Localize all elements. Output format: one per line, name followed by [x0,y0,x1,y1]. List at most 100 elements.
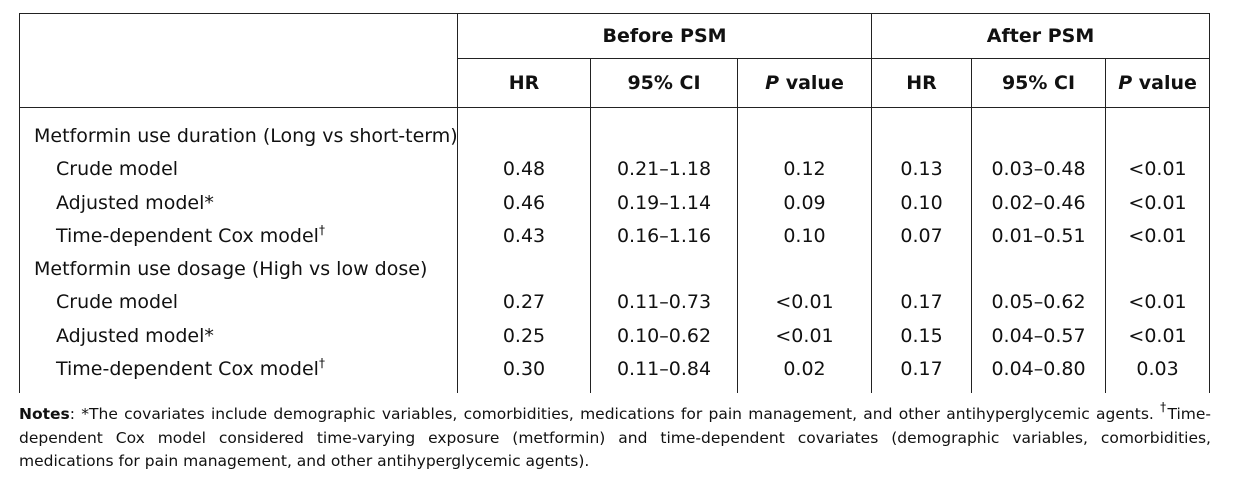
before-p-value: 0.10 [783,224,826,247]
before-ci-value: 0.21–1.18 [616,158,712,181]
after-p-value: <0.01 [1128,191,1187,214]
before-hr-value: 0.48 [502,158,546,181]
after-hr-value: 0.17 [900,291,943,314]
section-title: Metformin use duration (Long vs short-te… [34,125,458,147]
dagger-mark: † [318,356,325,371]
spacer [972,108,1105,120]
dagger-mark: † [318,222,325,237]
spacer [1106,108,1209,120]
table-body-row: Metformin use duration (Long vs short-te… [19,107,1211,393]
spacer [591,108,737,120]
after-hr-value: 0.15 [900,324,943,347]
sub-header-row: HR 95% CI P value HR 95% CI P value [20,58,1211,108]
after-p-column: <0.01 <0.01 <0.01 <0.01 <0.01 0.03 [1105,107,1211,393]
group-header-row: Before PSM After PSM [19,13,1211,108]
before-p-value: 0.02 [783,358,826,381]
hr-header-after: HR [871,58,973,108]
after-hr-value: 0.07 [900,224,943,247]
empty-cell [1106,120,1209,153]
row-label-text: Time-dependent Cox model [56,358,319,381]
notes-text-part2: Time-dependent Cox model considered time… [19,405,1211,470]
results-table: Before PSM After PSM HR 95% CI P value H… [19,13,1211,393]
empty-cell [591,253,737,286]
after-hr-column: 0.13 0.10 0.07 0.17 0.15 0.17 [871,107,973,393]
ci-header-after: 95% CI [971,58,1107,108]
after-ci-value: 0.04–0.57 [991,324,1086,347]
after-p-value: <0.01 [1128,158,1187,181]
before-p-value: 0.12 [783,158,826,181]
before-ci-value: 0.10–0.62 [616,324,712,347]
empty-cell [1106,253,1209,286]
after-ci-column: 0.03–0.48 0.02–0.46 0.01–0.51 0.05–0.62 0.04… [971,107,1107,393]
row-label-text: Crude model [56,158,179,181]
spacer [458,108,590,120]
before-ci-column: 0.21–1.18 0.19–1.14 0.16–1.16 0.11–0.73 0.10… [590,107,738,393]
section-title: Metformin use dosage (High vs low dose) [34,258,428,281]
before-hr-column: 0.48 0.46 0.43 0.27 0.25 0.30 [457,107,591,393]
after-psm-header: After PSM [871,13,1211,59]
row-label-text: Adjusted model* [56,324,214,347]
p-value-header-after: P value [1105,58,1211,108]
before-p-value: <0.01 [775,291,834,314]
before-ci-value: 0.19–1.14 [616,191,712,214]
p-italic: P [765,72,780,94]
after-ci-value: 0.04–0.80 [991,358,1086,381]
after-ci-value: 0.03–0.48 [991,158,1086,181]
before-hr-value: 0.27 [502,291,546,314]
after-ci-value: 0.01–0.51 [991,224,1086,247]
empty-cell [972,120,1105,153]
dagger-mark: † [1160,400,1168,414]
corner-cell [19,13,458,108]
row-label: Crude model [20,153,457,186]
spacer [872,108,971,120]
after-hr-value: 0.10 [900,191,943,214]
before-p-value: 0.09 [783,191,826,214]
empty-cell [458,253,590,286]
before-ci-value: 0.16–1.16 [616,224,712,247]
empty-cell [591,120,737,153]
row-label: Adjusted model* [20,187,457,220]
before-ci-value: 0.11–0.73 [616,291,712,314]
after-p-value: <0.01 [1128,224,1187,247]
before-hr-value: 0.25 [502,324,546,347]
label-column: Metformin use duration (Long vs short-te… [19,107,458,393]
p-rest: value [1132,72,1197,94]
before-ci-value: 0.11–0.84 [616,358,712,381]
notes-colon: : [69,405,82,423]
before-hr-value: 0.30 [502,358,546,381]
before-p-value: <0.01 [775,324,834,347]
empty-cell [972,253,1105,286]
ci-header-before: 95% CI [590,58,738,108]
before-p-column: 0.12 0.09 0.10 <0.01 <0.01 0.02 [736,107,873,393]
notes-text-part1: *The covariates include demographic vari… [81,405,1161,423]
p-rest: value [779,72,844,94]
after-hr-value: 0.13 [900,158,943,181]
hr-header-before: HR [457,58,591,108]
after-hr-value: 0.17 [900,358,943,381]
empty-cell [458,120,590,153]
after-p-value: 0.03 [1136,358,1179,381]
notes-label: Notes [19,405,70,423]
spacer [738,108,871,120]
empty-cell [738,120,871,153]
after-ci-value: 0.02–0.46 [991,191,1086,214]
p-value-header-before: P value [736,58,873,108]
before-hr-value: 0.46 [502,191,546,214]
empty-cell [872,253,971,286]
after-p-value: <0.01 [1128,324,1187,347]
row-label: Adjusted model* [20,320,457,353]
p-italic: P [1118,72,1133,94]
row-label: Crude model [20,286,457,319]
row-label-text: Time-dependent Cox model [56,224,319,247]
row-label-text: Adjusted model* [56,191,214,214]
before-hr-value: 0.43 [502,224,546,247]
before-psm-header: Before PSM [456,13,873,59]
after-ci-value: 0.05–0.62 [991,291,1086,314]
table-notes: Notes: *The covariates include demograph… [19,400,1211,474]
row-label-text: Crude model [56,291,179,314]
row-label: Time-dependent Cox model† [20,220,457,253]
row-label: Time-dependent Cox model† [20,353,457,386]
spacer [20,108,457,120]
empty-cell [738,253,871,286]
after-p-value: <0.01 [1128,291,1187,314]
